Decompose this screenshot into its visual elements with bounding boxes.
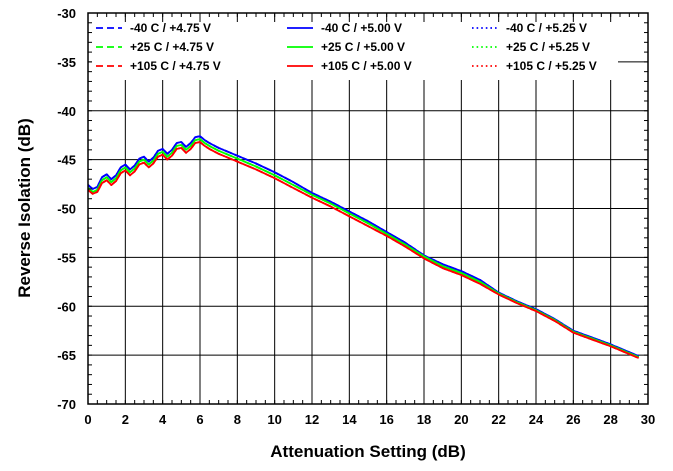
series-line xyxy=(87,141,640,359)
x-tick-label: 30 xyxy=(641,412,655,427)
x-tick-label: 20 xyxy=(454,412,468,427)
legend-label: -40 C / +5.25 V xyxy=(506,21,587,35)
y-tick-label: -50 xyxy=(57,202,76,217)
x-tick-label: 10 xyxy=(267,412,281,427)
series-line xyxy=(87,141,640,359)
series-lines xyxy=(87,135,640,359)
legend-label: +25 C / +5.25 V xyxy=(506,40,590,54)
series-line xyxy=(87,138,640,358)
y-tick-label: -65 xyxy=(57,348,76,363)
x-tick-label: 12 xyxy=(305,412,319,427)
legend-label: +25 C / +4.75 V xyxy=(130,40,214,54)
x-tick-label: 0 xyxy=(84,412,91,427)
series-line xyxy=(87,138,640,358)
series-line xyxy=(87,135,640,357)
legend-label: +105 C / +5.25 V xyxy=(506,59,597,73)
x-tick-label: 16 xyxy=(379,412,393,427)
series-line xyxy=(87,135,640,357)
y-tick-label: -40 xyxy=(57,104,76,119)
y-tick-label: -30 xyxy=(57,6,76,21)
y-axis-title: Reverse Isolation (dB) xyxy=(15,118,34,298)
legend-label: -40 C / +4.75 V xyxy=(130,21,211,35)
x-axis-title: Attenuation Setting (dB) xyxy=(270,442,465,461)
x-tick-label: 14 xyxy=(342,412,357,427)
legend: -40 C / +4.75 V -40 C / +5.00 V -40 C / +5… xyxy=(92,21,618,80)
legend-label: -40 C / +5.00 V xyxy=(321,21,402,35)
series-line xyxy=(87,141,640,359)
x-tick-label: 22 xyxy=(491,412,505,427)
series-line xyxy=(87,138,640,358)
y-tick-label: -60 xyxy=(57,299,76,314)
x-tick-label: 26 xyxy=(566,412,580,427)
legend-label: +105 C / +4.75 V xyxy=(130,59,221,73)
y-tick-label: -35 xyxy=(57,55,76,70)
minor-ticks xyxy=(87,12,649,405)
legend-label: +105 C / +5.00 V xyxy=(321,59,412,73)
legend-label: +25 C / +5.00 V xyxy=(321,40,405,54)
y-tick-label: -55 xyxy=(57,250,76,265)
x-tick-label: 2 xyxy=(122,412,129,427)
x-tick-label: 24 xyxy=(529,412,544,427)
series-line xyxy=(87,135,640,357)
x-tick-label: 28 xyxy=(603,412,617,427)
legend-background xyxy=(92,22,618,80)
x-tick-label: 6 xyxy=(196,412,203,427)
y-tick-label: -70 xyxy=(57,397,76,412)
x-tick-label: 8 xyxy=(234,412,241,427)
x-tick-label: 4 xyxy=(159,412,167,427)
tick-labels: 0 2 4 6 8 10 12 14 16 18 20 22 24 26 28 30-70-65-60-55-… xyxy=(57,6,655,427)
x-tick-label: 18 xyxy=(417,412,431,427)
y-tick-label: -45 xyxy=(57,153,76,168)
